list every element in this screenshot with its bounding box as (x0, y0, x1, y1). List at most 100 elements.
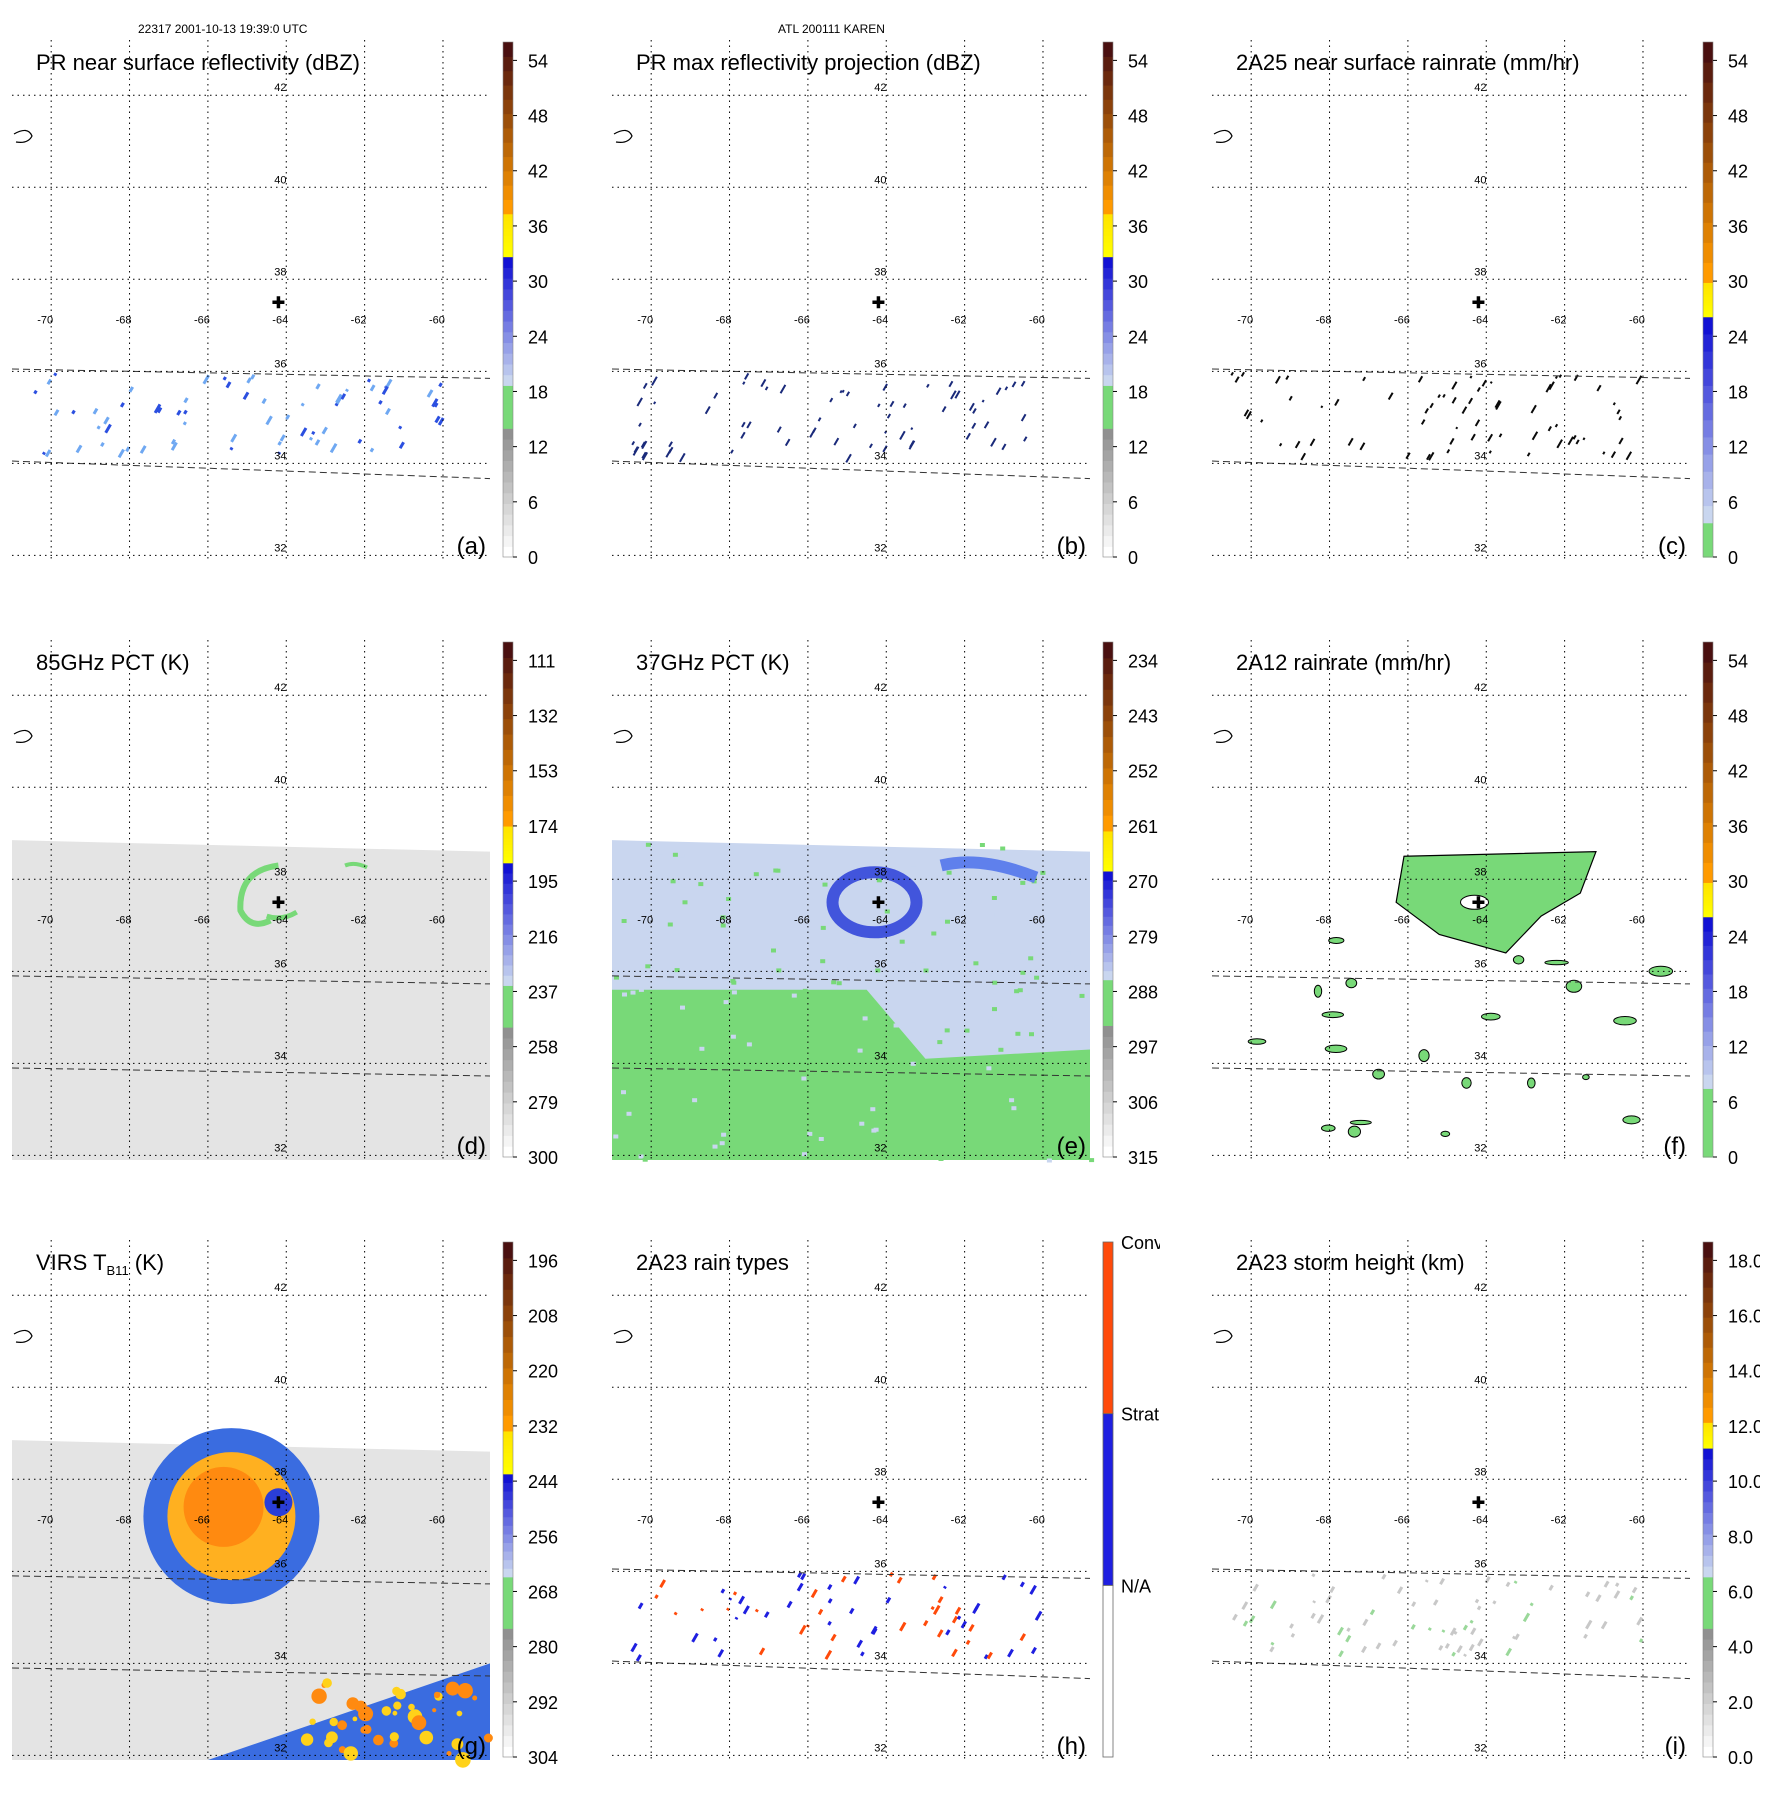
lat-tick-label: 32 (274, 542, 286, 554)
colorbar-swatch (1103, 406, 1113, 411)
storm-center-marker (272, 1496, 285, 1509)
colorbar-swatch (503, 546, 513, 558)
colorbar-swatch (1703, 1422, 1713, 1425)
colorbar-tick-label: 288 (1128, 982, 1158, 1002)
colorbar-swatch (1103, 1006, 1113, 1011)
rain-echo (41, 451, 46, 456)
rain-echo (1474, 1598, 1480, 1604)
graticule (12, 1240, 490, 1760)
colorbar-tick-label: 306 (1128, 1093, 1158, 1113)
storm-center-marker (872, 296, 885, 309)
lon-tick-label: -62 (951, 915, 967, 927)
colorbar-swatch (1703, 1122, 1713, 1129)
rain-echo (827, 1620, 832, 1626)
rain-echo (713, 392, 719, 399)
colorbar-swatch (503, 410, 513, 415)
speckle (768, 1011, 773, 1016)
colorbar-swatch (503, 492, 513, 504)
speckle (1074, 965, 1080, 970)
rain-echo (321, 426, 328, 435)
colorbar-swatch (1703, 662, 1713, 683)
colorbar-frame (1102, 641, 1114, 1158)
speckle (672, 852, 678, 857)
speckle (699, 1046, 705, 1051)
rain-cell (1321, 1124, 1336, 1132)
rain-echo (1469, 1619, 1474, 1624)
colorbar-tick-label: 18 (1728, 982, 1748, 1002)
speckle (616, 1099, 622, 1104)
rain-echo (986, 1651, 993, 1660)
rain-echo (651, 376, 658, 386)
rain-echo (983, 421, 990, 429)
colorbar-swatch (1703, 525, 1713, 529)
rain-echo (1325, 1595, 1332, 1604)
lat-tick-label: 32 (874, 1142, 886, 1154)
header-storm-id: ATL 200111 KAREN (778, 22, 885, 36)
colorbar-tick-label: 261 (1128, 817, 1158, 837)
colorbar-tick-label: 36 (1128, 217, 1148, 237)
lon-tick-label: -70 (637, 915, 653, 927)
coastline (1213, 729, 1233, 743)
colorbar-swatch (1703, 305, 1713, 309)
rain-echo (1300, 452, 1307, 461)
storm-center-marker (272, 296, 285, 309)
colorbar-tick-label: 24 (528, 327, 548, 347)
colorbar-swatch (1103, 830, 1113, 835)
rain-echo (1505, 1647, 1512, 1657)
lat-tick-label: 40 (274, 1374, 286, 1386)
speckle (681, 883, 687, 888)
rain-echo (741, 421, 746, 428)
colorbar-tick-label: 18.0 (1728, 1251, 1760, 1271)
colorbar-tick-label: 30 (528, 272, 548, 292)
rain-echo (932, 1604, 941, 1615)
rain-echo (1405, 452, 1411, 460)
frontal-cloud (207, 1663, 490, 1760)
colorbar-swatch (1703, 1105, 1713, 1112)
colorbar-swatch (1703, 702, 1713, 723)
colorbar-swatch (503, 872, 513, 884)
rain-echo (230, 433, 238, 443)
rain-echo (1463, 1653, 1467, 1657)
colorbar-swatch (503, 199, 513, 215)
speckle (818, 1137, 824, 1141)
rain-echo (981, 399, 985, 403)
pr-swath-north-edge (11, 368, 491, 379)
colorbar-swatch (503, 1638, 513, 1651)
colorbar-swatch (1103, 857, 1113, 862)
panel-f: -70 -68 -66 -64 -62 -60 42 40 38 36 34 32 2A12 rainr… (1200, 632, 1760, 1192)
colorbar-swatch (1703, 988, 1713, 1004)
rain-echo (824, 1649, 833, 1660)
rain-echo (1232, 1613, 1238, 1621)
legend-swatch (1102, 1413, 1114, 1586)
rain-echo (183, 409, 188, 415)
colorbar-swatch (1103, 1010, 1113, 1015)
rain-echo (314, 439, 321, 446)
rain-echo (1362, 376, 1367, 382)
rain-echo (691, 1632, 699, 1643)
panel-title: PR max reflectivity projection (dBZ) (636, 50, 981, 75)
colorbar-swatch (503, 217, 513, 222)
rain-echo (1461, 406, 1468, 414)
rain-cell (1613, 1016, 1637, 1026)
speckle (1058, 1098, 1064, 1103)
tick-labels: -70 -68 -66 -64 -62 -60 42 40 38 36 34 32 (37, 82, 445, 554)
rain-echo (1567, 436, 1574, 446)
speckle (723, 1000, 729, 1005)
colorbar-swatch (503, 249, 513, 254)
colorbar-swatch (503, 514, 513, 526)
panel-g: -70 -68 -66 -64 -62 -60 42 40 38 36 34 32 VIRS TB11 … (0, 1232, 560, 1792)
speckle (876, 878, 882, 883)
rain-echo (176, 409, 182, 416)
colorbar-tick-label: 220 (528, 1362, 558, 1382)
pr-swath-south-edge (611, 1660, 1091, 1680)
colorbar-swatch (503, 841, 513, 845)
speckle (946, 870, 952, 875)
colorbar-swatch (1103, 399, 1113, 404)
speckle (857, 1048, 863, 1053)
rain-echo (1613, 1590, 1621, 1599)
cold-cloud-core (183, 1466, 264, 1547)
rain-echo (653, 401, 657, 405)
rain-echo (1449, 437, 1455, 445)
colorbar-swatch (1103, 278, 1113, 290)
colorbar-swatch (503, 156, 513, 172)
